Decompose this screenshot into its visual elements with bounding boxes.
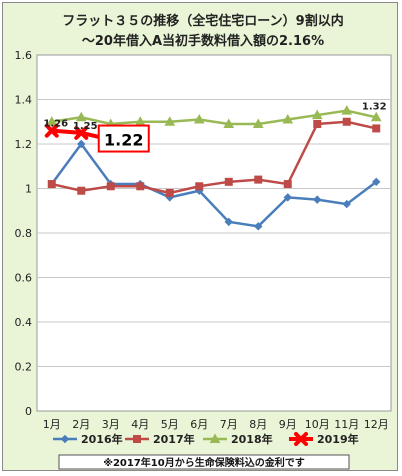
y-tick-label: 1.6 [15, 49, 33, 62]
data-point [254, 222, 263, 231]
y-tick-label: 0.6 [15, 272, 33, 285]
x-axis-tick-labels: 1月 2月 3月 4月 5月 6月 7月 8月 9月 10月 11月 12月 [43, 418, 389, 431]
legend-label: 2016年 [81, 432, 123, 446]
data-point [77, 186, 86, 195]
data-point [77, 139, 86, 149]
data-point [224, 177, 233, 186]
data-point [195, 182, 204, 191]
y-tick-label: 0.4 [15, 316, 33, 329]
x-tick-label: 3月 [102, 418, 120, 431]
data-point [341, 105, 353, 115]
footnote-box [58, 454, 350, 470]
data-point [370, 111, 382, 122]
y-tick-label: 0.8 [15, 227, 33, 240]
legend-label: 2019年 [317, 432, 359, 446]
data-label: 1.22 [104, 131, 143, 150]
chart-frame: フラット３５の推移（全宅住宅ローン）9割以内 ～20年借入A当初手数料借入額の2… [2, 2, 398, 471]
data-point [372, 124, 381, 133]
data-point [46, 116, 58, 126]
footnote: ※2017年10月から生命保険料込の金利です [103, 456, 304, 469]
legend: 2016年 2017年 2018年 2019年 [53, 432, 359, 446]
highlight-box [97, 124, 150, 153]
data-point [164, 116, 176, 126]
x-tick-label: 1月 [43, 418, 61, 431]
x-marker-stroke [44, 123, 59, 138]
x-tick-label: 8月 [249, 418, 267, 431]
chart-title: フラット３５の推移（全宅住宅ローン）9割以内 [62, 13, 343, 29]
data-point [47, 180, 56, 189]
x-tick-label: 2月 [72, 418, 90, 431]
legend-label: 2018年 [231, 432, 273, 446]
legend-marker [209, 433, 221, 443]
data-point [342, 117, 351, 126]
data-point [252, 118, 264, 128]
data-point [283, 193, 292, 202]
data-label: 1.32 [362, 101, 387, 112]
x-tick-label: 11月 [334, 418, 359, 431]
data-point [224, 217, 233, 227]
data-point [74, 125, 89, 140]
data-point [106, 182, 115, 191]
data-point [193, 114, 205, 124]
data-point [342, 199, 351, 209]
annotation-layer: 1.26 1.25 1.22 1.32 [43, 101, 387, 153]
y-tick-label: 1.2 [15, 138, 33, 151]
y-tick-label: 1 [25, 183, 32, 196]
x-tick-label: 12月 [364, 418, 389, 431]
series-line [51, 120, 377, 195]
data-label: 1.26 [43, 119, 68, 130]
series-line [51, 109, 377, 126]
legend-marker [133, 435, 141, 443]
data-point [75, 111, 87, 122]
y-tick-label: 1.4 [15, 94, 33, 107]
legend-marker [60, 434, 70, 444]
x-marker-stroke [294, 432, 308, 446]
series-2 [46, 105, 382, 128]
x-tick-label: 7月 [220, 418, 238, 431]
series-layer [44, 105, 382, 231]
x-marker-stroke [74, 125, 89, 140]
x-tick-label: 4月 [131, 418, 149, 431]
series-1 [47, 117, 381, 197]
x-tick-label: 9月 [279, 418, 297, 431]
data-point [313, 195, 322, 204]
x-tick-label: 10月 [305, 418, 330, 431]
x-tick-label: 5月 [161, 418, 179, 431]
y-tick-label: 0.2 [15, 361, 33, 374]
data-point [283, 180, 292, 189]
data-point [44, 123, 59, 138]
data-point [136, 182, 145, 191]
data-point [372, 177, 381, 187]
legend-label: 2017年 [153, 432, 195, 446]
line-chart: フラット３５の推移（全宅住宅ローン）9割以内 ～20年借入A当初手数料借入額の2… [15, 13, 392, 470]
series-line [50, 141, 378, 228]
chart-subtitle: ～20年借入A当初手数料借入額の2.16% [82, 33, 324, 49]
data-point [311, 109, 323, 120]
data-point [313, 119, 322, 128]
legend-marker [294, 432, 308, 446]
data-point [165, 188, 174, 197]
data-point [254, 175, 263, 184]
data-point [223, 118, 235, 128]
y-axis-tick-labels: 0 0.2 0.4 0.6 0.8 1 1.2 1.4 1.6 [15, 49, 33, 418]
data-label: 1.25 [73, 121, 98, 132]
data-point [282, 114, 294, 124]
x-tick-label: 6月 [190, 418, 208, 431]
y-tick-label: 0 [25, 405, 32, 418]
